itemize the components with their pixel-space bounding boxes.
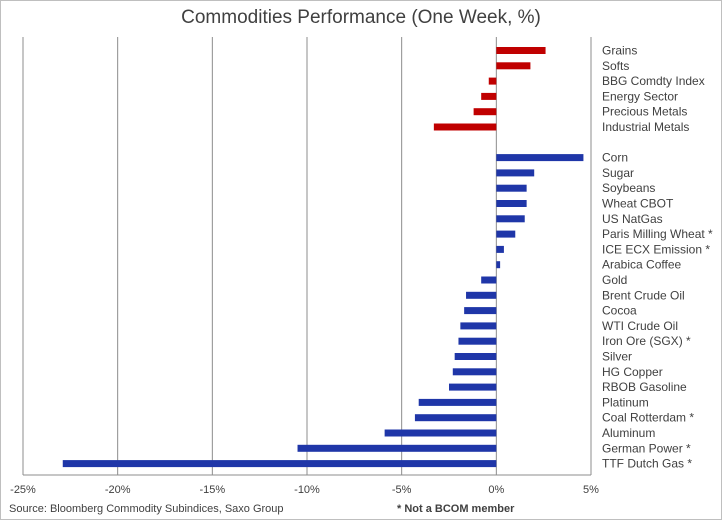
- bar: [414, 414, 497, 422]
- category-label: Aluminum: [602, 426, 655, 440]
- bar: [460, 322, 497, 330]
- category-label: Softs: [602, 59, 629, 73]
- bar: [481, 92, 497, 100]
- x-tick-label: 5%: [583, 484, 599, 496]
- category-label: WTI Crude Oil: [602, 319, 678, 333]
- x-tick-label: -5%: [392, 484, 412, 496]
- x-tick-label: -15%: [199, 484, 225, 496]
- category-label: BBG Comdty Index: [602, 74, 705, 88]
- bar: [297, 444, 497, 452]
- bar: [449, 383, 497, 391]
- bar: [473, 108, 497, 116]
- bar: [384, 429, 497, 437]
- bar: [452, 368, 497, 376]
- x-tick-label: -25%: [10, 484, 36, 496]
- bcom-member-note: * Not a BCOM member: [397, 503, 515, 515]
- bar: [433, 123, 497, 131]
- category-label: Wheat CBOT: [602, 197, 674, 211]
- bar: [496, 184, 527, 192]
- category-label: HG Copper: [602, 365, 663, 379]
- category-label: Grains: [602, 44, 637, 58]
- bar: [418, 398, 497, 406]
- bar: [488, 77, 497, 85]
- chart-title: Commodities Performance (One Week, %): [181, 7, 541, 28]
- bar: [496, 200, 527, 207]
- category-label: Cocoa: [602, 304, 637, 318]
- bar: [496, 230, 516, 238]
- category-label: US NatGas: [602, 212, 663, 226]
- bar: [496, 261, 501, 269]
- category-label: German Power *: [602, 441, 691, 455]
- category-label: Soybeans: [602, 181, 655, 195]
- source-note: Source: Bloomberg Commodity Subindices, …: [9, 503, 284, 515]
- bar: [454, 353, 497, 360]
- category-label: Brent Crude Oil: [602, 288, 685, 302]
- bar: [496, 154, 584, 162]
- category-label: ICE ECX Emission *: [602, 242, 710, 256]
- bar: [481, 276, 497, 284]
- category-label: Arabica Coffee: [602, 258, 681, 272]
- x-tick-label: 0%: [488, 484, 504, 496]
- bar: [466, 291, 497, 299]
- category-label: TTF Dutch Gas *: [602, 457, 692, 471]
- bar: [496, 47, 546, 54]
- category-label: Platinum: [602, 395, 649, 409]
- bar: [458, 337, 497, 345]
- category-label: Precious Metals: [602, 105, 687, 119]
- category-label: RBOB Gasoline: [602, 380, 687, 394]
- category-label: Paris Milling Wheat *: [602, 227, 713, 241]
- bar: [62, 460, 497, 468]
- bar: [496, 169, 535, 177]
- category-label: Iron Ore (SGX) *: [602, 334, 691, 348]
- category-label: Coal Rotterdam *: [602, 411, 694, 425]
- category-label: Sugar: [602, 166, 634, 180]
- bar: [496, 245, 504, 253]
- x-tick-label: -10%: [294, 484, 320, 496]
- bar: [496, 62, 531, 70]
- category-label: Gold: [602, 273, 627, 287]
- category-label: Industrial Metals: [602, 120, 689, 134]
- bar: [464, 307, 497, 315]
- category-label: Silver: [602, 350, 632, 364]
- category-label: Energy Sector: [602, 89, 678, 103]
- x-tick-label: -20%: [105, 484, 131, 496]
- category-label: Corn: [602, 151, 628, 165]
- bar: [496, 215, 525, 223]
